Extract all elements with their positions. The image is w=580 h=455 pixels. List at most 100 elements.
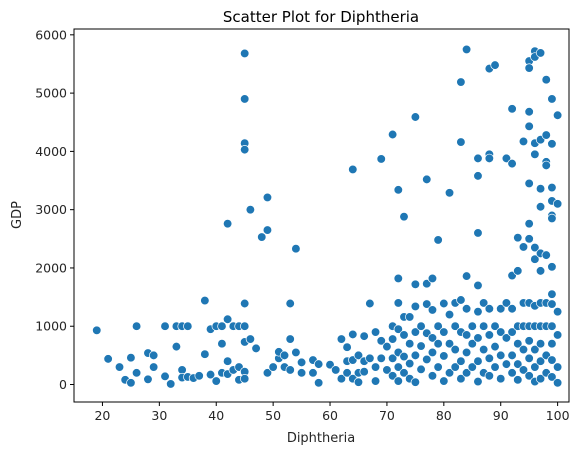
data-point (467, 321, 477, 331)
data-point (450, 344, 460, 355)
data-point (410, 327, 421, 337)
data-point (547, 339, 557, 349)
data-point (547, 372, 557, 382)
data-point (507, 350, 517, 361)
data-point (461, 347, 472, 358)
data-point (410, 301, 421, 312)
data-points (92, 44, 563, 389)
data-point (376, 353, 386, 363)
data-point (484, 330, 494, 340)
data-point (439, 376, 449, 386)
x-tick-label: 40 (208, 408, 224, 423)
data-point (342, 342, 352, 352)
data-point (427, 273, 438, 284)
x-axis-ticks: 20 30 40 50 60 70 80 90 100 (94, 402, 570, 423)
data-point (547, 355, 557, 365)
data-point (422, 174, 432, 185)
data-point (456, 77, 466, 87)
data-point (461, 271, 472, 281)
x-tick-label: 100 (546, 408, 570, 423)
data-point (496, 350, 506, 361)
plot-frame (73, 28, 570, 403)
data-point (473, 153, 483, 164)
data-point (496, 327, 506, 337)
data-point (336, 374, 347, 384)
data-point (456, 295, 466, 305)
data-point (461, 368, 472, 378)
data-point (331, 365, 341, 375)
data-point (473, 171, 483, 181)
data-point (222, 356, 233, 366)
data-point (473, 307, 483, 317)
data-point (547, 262, 557, 272)
data-point (530, 242, 540, 253)
data-point (393, 273, 403, 284)
data-point (501, 359, 512, 369)
data-point (513, 232, 523, 243)
data-point (370, 327, 381, 337)
data-point (433, 235, 443, 245)
data-point (513, 359, 523, 369)
data-point (547, 321, 557, 331)
x-tick-label: 90 (493, 408, 509, 423)
data-point (240, 48, 250, 59)
data-point (149, 362, 159, 372)
data-point (552, 110, 563, 120)
data-point (524, 336, 534, 346)
data-point (387, 353, 398, 363)
x-tick-label: 20 (94, 408, 110, 423)
data-point (222, 314, 233, 324)
data-point (501, 153, 512, 164)
data-point (433, 339, 443, 349)
data-point (484, 153, 494, 164)
data-point (427, 333, 438, 343)
data-point (484, 371, 494, 381)
data-point (126, 378, 136, 388)
data-point (387, 129, 398, 140)
data-point (518, 242, 529, 252)
data-point (422, 354, 432, 365)
data-point (149, 350, 159, 361)
data-point (422, 299, 432, 309)
data-point (240, 298, 250, 309)
x-tick-label: 80 (436, 408, 452, 423)
data-point (524, 371, 534, 381)
data-point (399, 351, 409, 362)
x-tick-label: 70 (379, 408, 395, 423)
data-point (268, 362, 278, 372)
data-point (552, 199, 563, 209)
data-point (535, 266, 546, 276)
data-point (444, 368, 455, 378)
data-point (405, 358, 415, 369)
data-point (507, 158, 517, 169)
y-tick-label: 3000 (35, 202, 67, 217)
data-point (507, 304, 517, 314)
data-point (535, 339, 546, 349)
data-point (552, 362, 563, 372)
data-point (541, 250, 551, 260)
data-point (416, 321, 426, 331)
x-tick-label: 60 (322, 408, 338, 423)
data-point (262, 368, 273, 378)
data-point (473, 280, 483, 291)
data-point (524, 234, 534, 244)
data-point (479, 321, 489, 331)
data-point (524, 107, 534, 117)
data-point (552, 330, 563, 340)
data-point (262, 225, 273, 235)
data-point (240, 321, 250, 331)
data-point (535, 202, 546, 212)
data-point (456, 137, 466, 147)
data-point (444, 339, 455, 349)
data-point (427, 371, 438, 381)
data-point (552, 378, 563, 388)
data-point (205, 369, 216, 380)
data-point (444, 309, 455, 320)
data-point (456, 374, 466, 384)
data-point (126, 353, 136, 363)
x-axis-title: Diphtheria (287, 431, 355, 446)
data-point (370, 376, 381, 386)
data-point (518, 365, 529, 375)
